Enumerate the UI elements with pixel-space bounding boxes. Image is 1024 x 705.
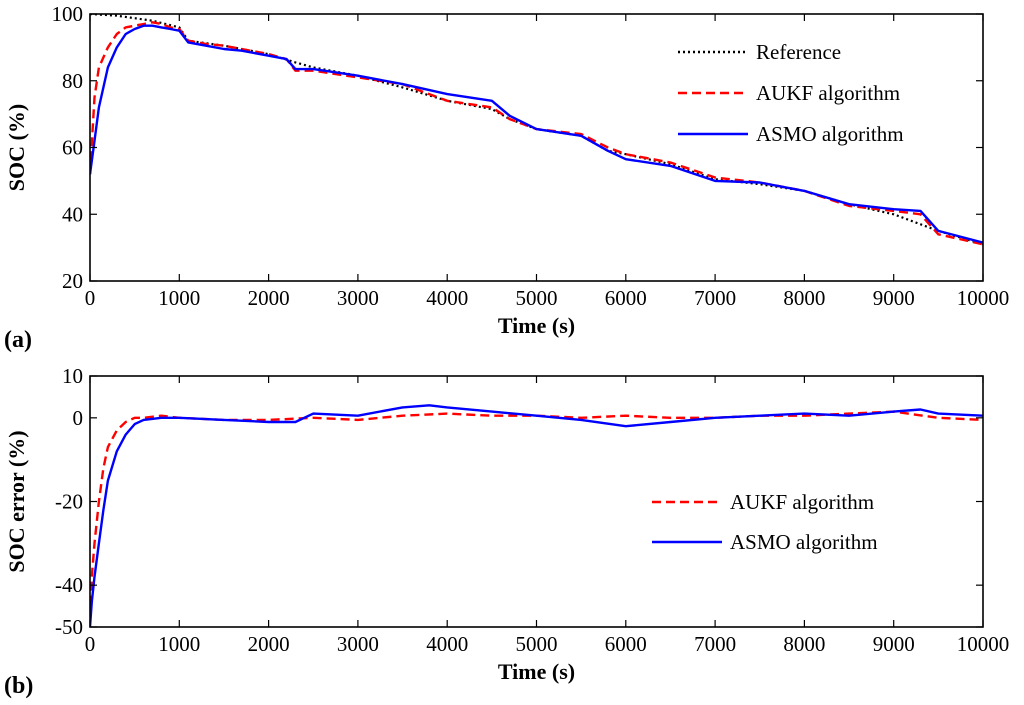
soc-error-chart: 0 1000 2000 3000 4000 5000 6000 7000 8000 9000 100…: [4, 364, 1009, 699]
soc-legend-label: ASMO algorithm: [756, 122, 904, 146]
soc-error-x-tick-label: 1000: [158, 632, 200, 656]
soc-x-tick-label: 3000: [337, 286, 379, 310]
soc-error-x-tick-label: 6000: [605, 632, 647, 656]
soc-x-tick-label: 2000: [248, 286, 290, 310]
soc-x-tick-label: 10000: [957, 286, 1010, 310]
soc-legend-label: AUKF algorithm: [756, 81, 900, 105]
soc-x-tick-label: 7000: [694, 286, 736, 310]
soc-x-axis-label: Time (s): [498, 313, 575, 338]
soc-x-tick-label: 8000: [783, 286, 825, 310]
soc-x-tick-label: 4000: [426, 286, 468, 310]
soc-series-asmo-algorithm: [90, 24, 983, 244]
panel-a-label: (a): [4, 327, 32, 353]
soc-chart: 0 1000 2000 3000 4000 5000 6000 7000 8000 9000 100…: [4, 2, 1009, 353]
soc-error-x-tick-label: 8000: [783, 632, 825, 656]
soc-error-x-tick-label: 4000: [426, 632, 468, 656]
soc-error-y-tick-label: 0: [73, 406, 84, 430]
soc-error-x-tick-label: 10000: [957, 632, 1010, 656]
soc-error-y-tick-label: 10: [62, 364, 83, 388]
soc-error-legend-label: AUKF algorithm: [730, 490, 874, 514]
soc-error-series-asmo-algorithm: [90, 404, 983, 627]
soc-y-tick-label: 20: [62, 269, 83, 293]
soc-error-x-tick-label: 9000: [873, 632, 915, 656]
soc-y-tick-label: 60: [62, 136, 83, 160]
soc-x-tick-label: 9000: [873, 286, 915, 310]
soc-axis-ticks: 0 1000 2000 3000 4000 5000 6000 7000 8000 9000 100…: [52, 2, 1010, 310]
panel-b-label: (b): [4, 673, 33, 699]
soc-x-tick-label: 0: [85, 286, 96, 310]
soc-error-x-tick-label: 3000: [337, 632, 379, 656]
soc-legend: Reference AUKF algorithm ASMO algorithm: [678, 40, 904, 146]
soc-x-tick-label: 6000: [605, 286, 647, 310]
soc-y-axis-label: SOC (%): [4, 104, 29, 191]
soc-y-tick-label: 40: [62, 202, 83, 226]
soc-error-axis-ticks: 0 1000 2000 3000 4000 5000 6000 7000 8000 9000 100…: [55, 364, 1009, 656]
soc-plot-frame: [89, 13, 984, 282]
soc-error-x-tick-label: 0: [85, 632, 96, 656]
soc-error-y-tick-label: -40: [55, 573, 83, 597]
soc-y-tick-label: 100: [52, 2, 84, 26]
soc-error-legend-label: ASMO algorithm: [730, 530, 878, 554]
soc-series-group: [90, 14, 983, 246]
soc-error-x-tick-label: 7000: [694, 632, 736, 656]
soc-error-series-aukf-algorithm: [90, 410, 983, 619]
soc-error-y-axis-label: SOC error (%): [4, 430, 29, 572]
soc-error-x-tick-label: 5000: [516, 632, 558, 656]
soc-error-legend: AUKF algorithm ASMO algorithm: [652, 490, 878, 554]
soc-x-tick-label: 5000: [516, 286, 558, 310]
soc-legend-label: Reference: [756, 40, 841, 64]
soc-error-series-group: [90, 404, 983, 627]
soc-error-y-tick-label: -20: [55, 490, 83, 514]
soc-y-tick-label: 80: [62, 69, 83, 93]
soc-error-y-tick-label: -50: [55, 615, 83, 639]
soc-x-tick-label: 1000: [158, 286, 200, 310]
soc-error-x-tick-label: 2000: [248, 632, 290, 656]
soc-error-x-axis-label: Time (s): [498, 659, 575, 684]
